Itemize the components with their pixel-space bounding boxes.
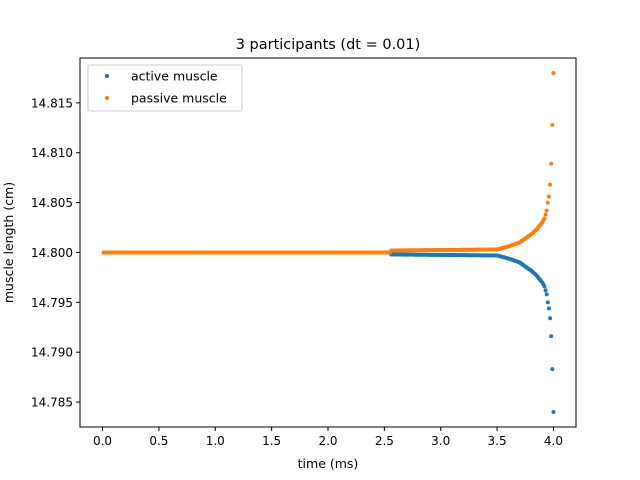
data-point — [549, 161, 554, 166]
y-tick-label: 14.800 — [31, 246, 73, 260]
x-tick-label: 3.0 — [431, 434, 450, 448]
data-point — [545, 200, 550, 205]
data-point — [544, 208, 549, 213]
y-axis: 14.785 14.790 14.795 14.800 14.805 14.810 14.8… — [31, 96, 80, 410]
legend-marker-active-muscle — [105, 74, 109, 78]
x-tick-label: 1.5 — [262, 434, 281, 448]
legend-label-passive-muscle: passive muscle — [131, 91, 227, 106]
y-tick-label: 14.805 — [31, 196, 73, 210]
data-point — [551, 70, 556, 75]
data-point — [550, 122, 555, 127]
x-tick-label: 0.5 — [149, 434, 168, 448]
x-axis: 0.0 0.5 1.0 1.5 2.0 2.5 3.0 3.5 4.0 — [93, 427, 563, 448]
data-point — [542, 216, 547, 221]
y-tick-label: 14.795 — [31, 296, 73, 310]
x-tick-label: 2.0 — [318, 434, 337, 448]
legend-label-active-muscle: active muscle — [131, 69, 218, 84]
legend: active muscle passive muscle — [87, 64, 243, 112]
y-tick-label: 14.810 — [31, 146, 73, 160]
data-point — [544, 292, 549, 297]
x-tick-label: 1.0 — [206, 434, 225, 448]
legend-box — [87, 64, 243, 112]
data-point — [551, 410, 556, 415]
data-point — [545, 300, 550, 305]
data-point — [543, 288, 548, 293]
data-point — [548, 316, 553, 321]
y-axis-label: muscle length (cm) — [1, 182, 16, 303]
data-point — [546, 194, 551, 199]
x-tick-label: 0.0 — [93, 434, 112, 448]
x-tick-label: 2.5 — [375, 434, 394, 448]
data-point — [542, 284, 547, 289]
legend-marker-passive-muscle — [105, 96, 109, 100]
y-tick-label: 14.815 — [31, 96, 73, 110]
x-axis-label: time (ms) — [298, 456, 359, 471]
chart-title: 3 participants (dt = 0.01) — [236, 37, 421, 53]
data-point — [548, 182, 553, 187]
data-point — [543, 212, 548, 217]
series-layer — [101, 70, 556, 415]
data-point — [550, 367, 555, 372]
series-passive-muscle — [101, 70, 556, 255]
y-tick-label: 14.790 — [31, 346, 73, 360]
x-tick-label: 4.0 — [544, 434, 563, 448]
data-point — [549, 334, 554, 339]
data-point — [546, 306, 551, 311]
x-tick-label: 3.5 — [488, 434, 507, 448]
y-tick-label: 14.785 — [31, 396, 73, 410]
